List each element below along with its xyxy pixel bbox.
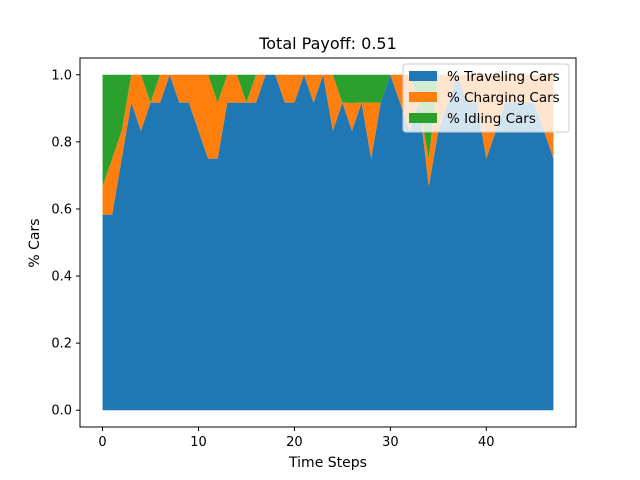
x-tick-label: 0: [98, 435, 106, 450]
area-series-1: [102, 74, 554, 411]
x-tick-label: 30: [382, 435, 399, 450]
legend-swatch-2: [409, 92, 437, 102]
legend-box: [402, 63, 570, 133]
plot-frame: [79, 57, 577, 428]
x-axis-label: Time Steps: [288, 455, 367, 471]
legend-label-1: % Traveling Cars: [447, 69, 560, 85]
y-tick-label: 0.6: [51, 202, 72, 217]
y-tick-label: 0.4: [51, 270, 72, 285]
legend-swatch-3: [409, 113, 437, 123]
y-tick-label: 0.8: [51, 135, 72, 150]
y-axis-label: % Cars: [27, 218, 43, 267]
x-tick-label: 10: [190, 435, 207, 450]
y-tick-label: 1.0: [51, 68, 72, 83]
legend-label-2: % Charging Cars: [447, 90, 560, 106]
x-tick-label: 40: [478, 435, 495, 450]
area-series-3: [102, 74, 554, 187]
chart-title: Total Payoff: 0.51: [258, 34, 397, 53]
y-tick-label: 0.2: [51, 337, 72, 352]
axes-group: 0 10 20 30 40 0.0 0.2 0.4 0.6 0.8 1.0: [51, 57, 577, 450]
y-tick-label: 0.0: [51, 404, 72, 419]
legend: % Traveling Cars % Charging Cars % Idling …: [402, 63, 570, 133]
legend-label-3: % Idling Cars: [447, 111, 536, 127]
x-tick-label: 20: [286, 435, 303, 450]
legend-swatch-1: [409, 71, 437, 81]
